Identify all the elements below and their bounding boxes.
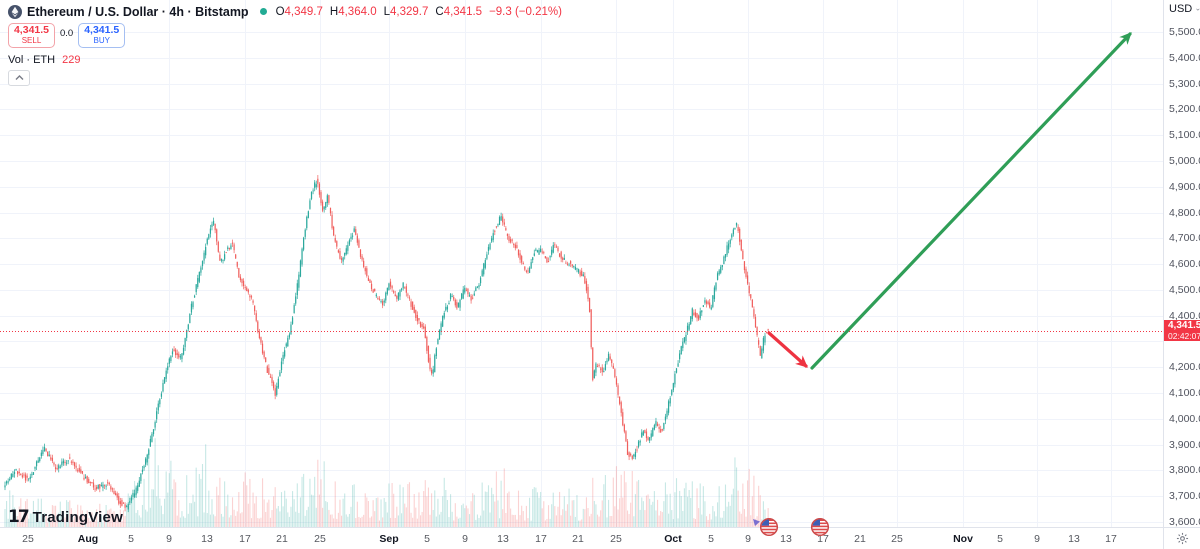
time-axis-label: 21 (572, 533, 584, 545)
price-axis-label: 4,100.0 (1169, 387, 1200, 400)
price-axis-label: 4,400.0 (1169, 309, 1200, 322)
volume-value: 229 (62, 54, 81, 66)
time-axis-label: 17 (239, 533, 251, 545)
tradingview-logo-mark: 17 (8, 507, 30, 527)
ohlc-item: C4,341.5 (435, 5, 483, 18)
price-axis-label: 3,900.0 (1169, 438, 1200, 451)
price-axis-label: 5,300.0 (1169, 77, 1200, 90)
volume-indicator-row: Vol · ETH 229 (8, 54, 562, 66)
price-axis-label: 3,700.0 (1169, 490, 1200, 503)
red-down-arrow-drawing[interactable] (767, 331, 808, 368)
time-axis-label: 5 (997, 533, 1003, 545)
time-axis-label: 9 (1034, 533, 1040, 545)
tradingview-logo-text: TradingView (32, 508, 123, 526)
symbol-title[interactable]: Ethereum / U.S. Dollar · 4h · Bitstamp (27, 4, 249, 19)
price-axis-label: 4,600.0 (1169, 258, 1200, 271)
volume-label: Vol · ETH (8, 54, 56, 66)
time-axis-label: 13 (497, 533, 509, 545)
time-axis-label: 13 (780, 533, 792, 545)
candlestick-chart-canvas[interactable] (0, 0, 1163, 527)
time-axis-label: 25 (610, 533, 622, 545)
time-axis-label: 17 (817, 533, 829, 545)
time-axis-label: Nov (953, 533, 973, 545)
time-axis-label: 5 (128, 533, 134, 545)
ohlc-item: L4,329.7 (383, 5, 429, 18)
buy-label: BUY (93, 36, 110, 45)
price-change: −9.3 (−0.21%) (489, 5, 562, 18)
price-axis-label: 5,400.0 (1169, 51, 1200, 64)
sell-button[interactable]: 4,341.5 SELL (8, 23, 55, 48)
ohlc-readout: O4,349.7 H4,364.0 L4,329.7 C4,341.5 −9.3 (−0… (276, 6, 562, 18)
price-axis-label: 3,600.0 (1169, 516, 1200, 528)
order-panel: 4,341.5 SELL 0.0 4,341.5 BUY (8, 23, 562, 48)
legend-collapse-button[interactable] (8, 70, 30, 86)
ohlc-item: O4,349.7 (275, 5, 323, 18)
time-axis[interactable]: 25 Aug 5 9 13 17 21 25 Sep 5 9 13 17 21 25 Oct 5 9 13 17 21 2… (0, 527, 1163, 549)
sell-price: 4,341.5 (13, 24, 50, 36)
time-axis-label: 13 (1068, 533, 1080, 545)
time-axis-label: 21 (854, 533, 866, 545)
bar-countdown: 02:42:07 (1168, 331, 1200, 342)
price-axis-label: 5,500.0 (1169, 26, 1200, 38)
last-price-tag: 4,341.5 02:42:07 (1164, 320, 1200, 342)
green-up-arrow-drawing[interactable] (810, 32, 1132, 370)
time-axis-label: 17 (535, 533, 547, 545)
time-axis-label: 5 (424, 533, 430, 545)
price-axis-label: 5,100.0 (1169, 129, 1200, 142)
time-axis-label: 13 (201, 533, 213, 545)
sell-label: SELL (21, 36, 42, 45)
price-axis-label: 4,000.0 (1169, 412, 1200, 425)
time-axis-label: 21 (276, 533, 288, 545)
ethereum-icon (8, 4, 22, 19)
time-axis-label: Sep (379, 533, 399, 545)
market-status-dot[interactable] (259, 8, 267, 15)
chart-legend: Ethereum / U.S. Dollar · 4h · Bitstamp O… (8, 4, 562, 86)
chevron-down-icon (1196, 8, 1200, 11)
usa-flag-sticker[interactable] (810, 517, 830, 537)
buy-price: 4,341.5 (84, 24, 120, 36)
price-axis-label: 4,500.0 (1169, 283, 1200, 296)
time-axis-label: 25 (314, 533, 326, 545)
time-axis-label: 9 (462, 533, 468, 545)
price-axis-label: 4,200.0 (1169, 361, 1200, 374)
time-axis-label: 17 (1105, 533, 1117, 545)
time-axis-label: 25 (22, 533, 34, 545)
axis-settings-corner[interactable] (1163, 527, 1200, 549)
time-axis-label: 9 (166, 533, 172, 545)
ohlc-item: H4,364.0 (329, 5, 377, 18)
gear-icon (1176, 532, 1188, 545)
chevron-up-icon (15, 75, 23, 80)
time-axis-label: 25 (891, 533, 903, 545)
spread-value: 0.0 (60, 28, 74, 39)
time-axis-label: 5 (708, 533, 714, 545)
price-axis-label: 4,800.0 (1169, 206, 1200, 219)
currency-label: USD (1169, 3, 1193, 15)
price-axis-label: 5,000.0 (1169, 154, 1200, 167)
currency-dropdown[interactable]: USD (1164, 3, 1200, 15)
price-axis[interactable]: USD 4,341.5 02:42:07 5,500.0 5,400.0 5,300… (1163, 0, 1200, 528)
price-axis-label: 5,200.0 (1169, 103, 1200, 116)
buy-button[interactable]: 4,341.5 BUY (78, 23, 126, 48)
price-axis-label: 3,800.0 (1169, 464, 1200, 477)
time-axis-label: Oct (664, 533, 682, 545)
usa-flag-sticker[interactable] (759, 517, 779, 537)
last-price-value: 4,341.5 (1168, 320, 1200, 332)
time-axis-label: Aug (77, 533, 99, 545)
tradingview-logo[interactable]: 17 TradingView (8, 507, 123, 527)
price-axis-label: 4,900.0 (1169, 180, 1200, 193)
price-axis-label: 4,700.0 (1169, 232, 1200, 245)
time-axis-label: 9 (745, 533, 751, 545)
